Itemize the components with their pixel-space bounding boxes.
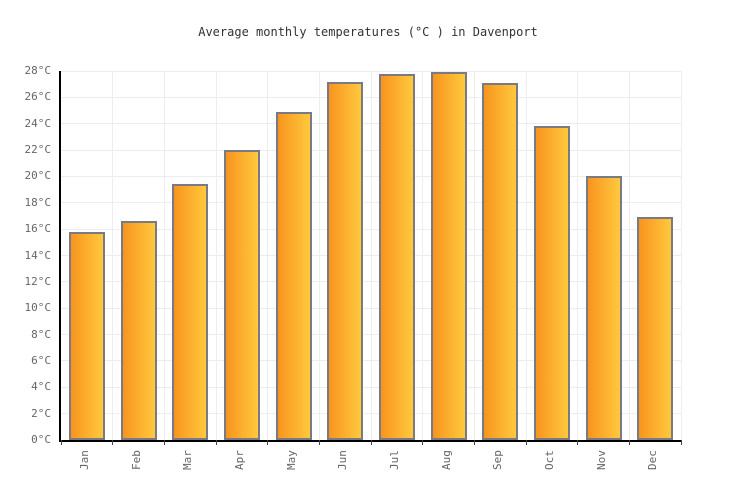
x-axis-tick: [267, 440, 269, 445]
x-axis-label-feb: Feb: [129, 450, 143, 470]
y-axis-label-12: 12°C: [24, 274, 52, 288]
y-axis-label-0: 0°C: [31, 433, 51, 446]
x-axis-label-aug: Aug: [439, 450, 453, 470]
x-axis-tick: [525, 440, 527, 445]
x-axis-label-mar: Mar: [181, 450, 195, 470]
x-axis-label-apr: Apr: [232, 450, 246, 470]
x-axis-label-nov: Nov: [594, 450, 608, 470]
y-axis-label-8: 8°C: [31, 327, 51, 341]
bar-jan[interactable]: [68, 231, 105, 440]
bar-mar[interactable]: [172, 184, 209, 440]
bar-dec[interactable]: [637, 217, 674, 440]
bar-oct[interactable]: [533, 126, 570, 440]
x-axis-label-jul: Jul: [387, 450, 401, 470]
x-axis-tick: [60, 440, 62, 445]
x-axis-label-jun: Jun: [336, 450, 350, 470]
x-axis-tick: [422, 440, 424, 445]
bar-aug[interactable]: [430, 72, 467, 440]
gridline-vertical: [628, 71, 630, 440]
bar-may[interactable]: [275, 111, 312, 440]
bar-feb[interactable]: [120, 221, 157, 440]
y-axis-label-26: 26°C: [24, 90, 52, 104]
y-axis-label-4: 4°C: [31, 380, 51, 394]
y-axis-label-2: 2°C: [31, 406, 51, 420]
y-axis-label-28: 28°C: [24, 64, 52, 77]
x-axis-tick: [473, 440, 475, 445]
gridline-vertical: [577, 71, 579, 440]
gridline-vertical: [267, 71, 269, 440]
gridline-vertical: [422, 71, 424, 440]
x-axis-tick: [215, 440, 217, 445]
x-axis-label-sep: Sep: [491, 450, 505, 470]
gridline-vertical: [215, 71, 217, 440]
x-axis-label-oct: Oct: [542, 450, 556, 470]
bar-sep[interactable]: [482, 82, 519, 440]
gridline-vertical: [112, 71, 114, 440]
bar-nov[interactable]: [585, 176, 622, 440]
x-axis-label-may: May: [284, 450, 298, 470]
x-axis-tick: [163, 440, 165, 445]
bar-jun[interactable]: [327, 81, 364, 440]
x-axis-tick: [370, 440, 372, 445]
x-axis-tick: [318, 440, 320, 445]
x-axis-label-dec: Dec: [646, 450, 660, 470]
y-axis-label-18: 18°C: [24, 195, 52, 209]
gridline-vertical: [680, 71, 682, 440]
y-axis-label-6: 6°C: [31, 353, 51, 367]
gridline-vertical: [525, 71, 527, 440]
y-axis-label-22: 22°C: [24, 143, 52, 157]
y-axis-label-10: 10°C: [24, 301, 52, 315]
plot-area: [59, 70, 682, 445]
x-axis-tick: [628, 440, 630, 445]
gridline-vertical: [163, 71, 165, 440]
bar-jul[interactable]: [378, 73, 415, 440]
y-axis-label-14: 14°C: [24, 248, 52, 262]
gridline-vertical: [473, 71, 475, 440]
x-axis-tick: [112, 440, 114, 445]
y-axis-label-20: 20°C: [24, 169, 52, 183]
x-axis-label-jan: Jan: [77, 450, 91, 470]
y-axis-label-24: 24°C: [24, 116, 52, 130]
gridline-vertical: [318, 71, 320, 440]
chart-title: Average monthly temperatures (°C ) in Da…: [198, 25, 538, 39]
y-axis-label-16: 16°C: [24, 222, 52, 236]
gridline-vertical: [370, 71, 372, 440]
bar-apr[interactable]: [223, 150, 260, 440]
x-axis-tick: [577, 440, 579, 445]
x-axis-tick: [680, 440, 682, 445]
